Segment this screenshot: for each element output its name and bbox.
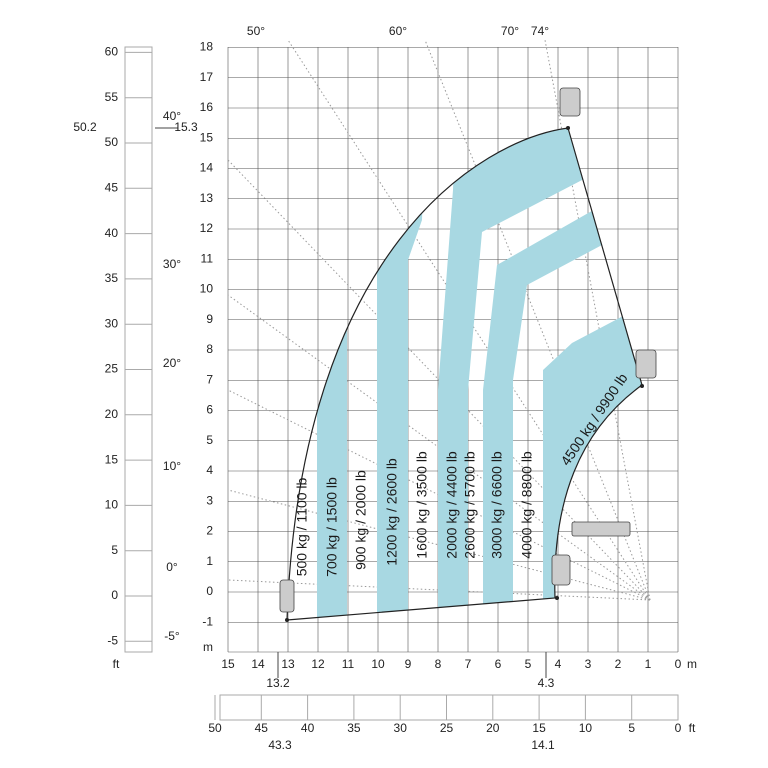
reach-right-ft: 14.1 <box>531 738 555 752</box>
x-tick-label: 14 <box>251 657 265 671</box>
y-tick-label: 16 <box>200 100 214 114</box>
angle-label: 60° <box>389 24 407 38</box>
x-tick-label: 1 <box>645 657 652 671</box>
x-tick-label: 4 <box>555 657 562 671</box>
angle-label: 30° <box>163 257 181 271</box>
angle-label: 10° <box>163 459 181 473</box>
y-tick-label: 9 <box>206 312 213 326</box>
y-tick-label: 7 <box>206 372 213 386</box>
y-tick-label: 10 <box>200 282 214 296</box>
ft-tick-label: 30 <box>394 721 408 735</box>
angle-label: 50° <box>247 24 265 38</box>
pivots <box>285 126 644 622</box>
reach-left-m: 13.2 <box>266 676 290 690</box>
x-tick-label: 15 <box>221 657 235 671</box>
load-zone-label: 1200 kg / 2600 lb <box>384 458 400 566</box>
reach-left-ft: 43.3 <box>268 738 292 752</box>
load-zone-label: 700 kg / 1500 lb <box>324 477 340 577</box>
ft-ruler-bottom <box>219 694 679 721</box>
angle-label: 40° <box>163 109 181 123</box>
y-tick-label: 12 <box>200 221 214 235</box>
unit-m: m <box>203 640 213 654</box>
ft-tick-label: 45 <box>105 180 119 194</box>
ft-tick-label: 15 <box>532 721 546 735</box>
max-height-ft: 50.2 <box>73 120 97 134</box>
angle-label: 74° <box>531 24 549 38</box>
ft-tick-label: 20 <box>486 721 500 735</box>
load-zone-label: 4000 kg / 8800 lb <box>519 451 535 559</box>
y-tick-label: 2 <box>206 524 213 538</box>
ft-tick-label: 35 <box>105 271 119 285</box>
load-zone-label: 3000 kg / 6600 lb <box>489 451 505 559</box>
unit-ft: ft <box>113 657 120 671</box>
ft-tick-label: 10 <box>579 721 593 735</box>
envelope <box>286 127 643 621</box>
y-tick-label: 4 <box>206 463 213 477</box>
machine-icons <box>279 87 657 613</box>
y-tick-label: 3 <box>206 493 213 507</box>
load-zone-label: 1600 kg / 3500 lb <box>414 451 430 559</box>
x-tick-label: 12 <box>311 657 325 671</box>
x-tick-label: 9 <box>405 657 412 671</box>
x-tick-label: 13 <box>281 657 295 671</box>
ft-tick-label: 5 <box>111 543 118 557</box>
load-zone-label: 2600 kg / 5700 lb <box>462 451 478 559</box>
ft-tick-label: 60 <box>105 45 119 59</box>
y-tick-label: 14 <box>200 161 214 175</box>
ft-tick-label: 25 <box>105 362 119 376</box>
ft-tick-label: 0 <box>675 721 682 735</box>
reach-right-m: 4.3 <box>538 676 555 690</box>
load-zone-label: 900 kg / 2000 lb <box>353 470 369 570</box>
x-tick-label: 5 <box>525 657 532 671</box>
ft-tick-label: 55 <box>105 90 119 104</box>
angle-label: -5° <box>164 629 180 643</box>
ft-tick-label: 10 <box>105 498 119 512</box>
ft-tick-label: 35 <box>347 721 361 735</box>
x-tick-label: 8 <box>435 657 442 671</box>
y-tick-label: -1 <box>202 614 213 628</box>
y-tick-label: 15 <box>200 130 214 144</box>
x-tick-label: 10 <box>371 657 385 671</box>
load-zone-label: 2000 kg / 4400 lb <box>444 451 460 559</box>
ft-tick-label: 40 <box>301 721 315 735</box>
x-tick-label: 3 <box>585 657 592 671</box>
ft-tick-label: 25 <box>440 721 454 735</box>
ft-tick-label: -5 <box>107 633 118 647</box>
angle-label: 70° <box>501 24 519 38</box>
y-tick-label: 17 <box>200 70 214 84</box>
y-tick-label: 11 <box>201 251 214 265</box>
y-tick-label: 1 <box>206 554 213 568</box>
x-tick-label: 11 <box>342 657 355 671</box>
ft-tick-label: 45 <box>255 721 269 735</box>
ft-tick-label: 5 <box>628 721 635 735</box>
ft-tick-label: 30 <box>105 316 119 330</box>
y-tick-label: 18 <box>200 40 214 54</box>
x-tick-label: 6 <box>495 657 502 671</box>
angle-label: 0° <box>166 560 178 574</box>
angle-label: 20° <box>163 356 181 370</box>
y-tick-label: 5 <box>206 433 213 447</box>
x-tick-label: 2 <box>615 657 622 671</box>
unit-ft: ft <box>689 721 696 735</box>
ft-tick-label: 50 <box>105 135 119 149</box>
y-tick-label: 13 <box>200 191 214 205</box>
unit-m: m <box>687 657 697 671</box>
ft-tick-label: 20 <box>105 407 119 421</box>
ft-tick-label: 50 <box>208 721 222 735</box>
x-tick-label: 0 <box>675 657 682 671</box>
ft-tick-label: 40 <box>105 226 119 240</box>
load-zone-label: 500 kg / 1100 lb <box>294 477 310 576</box>
y-tick-label: 6 <box>206 403 213 417</box>
ft-ruler <box>124 46 153 653</box>
x-tick-label: 7 <box>465 657 472 671</box>
y-tick-label: 0 <box>206 584 213 598</box>
ft-tick-label: 0 <box>111 588 118 602</box>
ft-tick-label: 15 <box>105 452 119 466</box>
y-tick-label: 8 <box>206 342 213 356</box>
max-height-m: 15.3 <box>174 120 198 134</box>
